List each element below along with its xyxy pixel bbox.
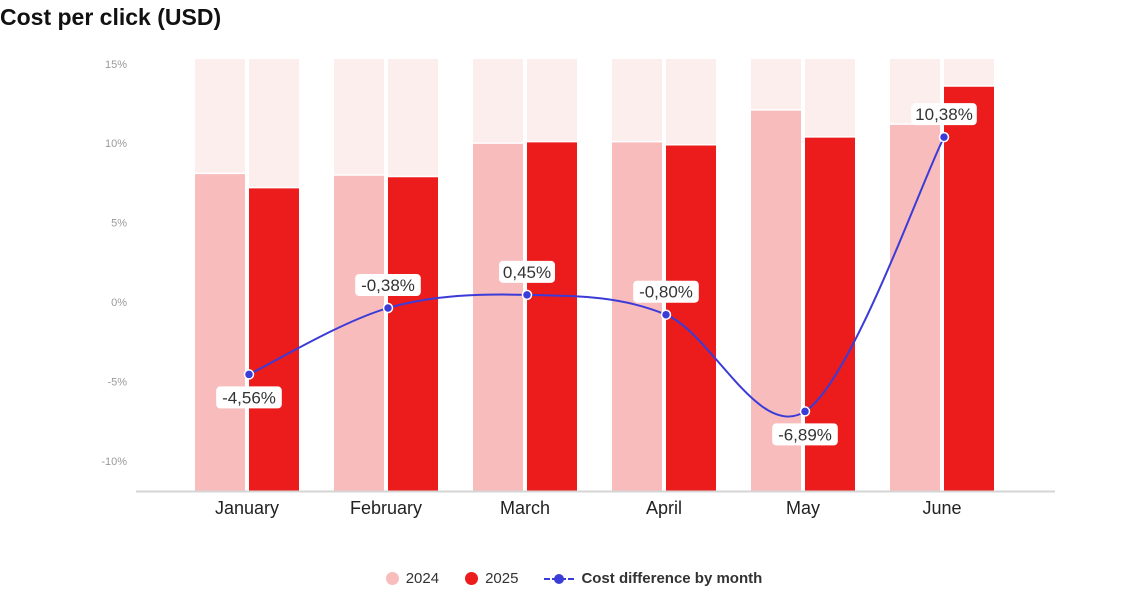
line-marker-icon — [544, 573, 575, 585]
chart-plot-area: 15% 10% 5% 0% -5% -10% January February March Apr… — [101, 59, 1055, 518]
data-label-text: -4,56% — [222, 388, 276, 407]
bar-2025 — [666, 144, 716, 491]
legend-label-2024: 2024 — [405, 570, 440, 587]
chart-title: Cost per click (USD) — [0, 4, 222, 30]
cost-difference-point — [938, 131, 950, 143]
y-tick-label: -10% — [101, 456, 127, 468]
x-tick-label: January — [215, 498, 279, 518]
cost-difference-point — [799, 406, 811, 417]
y-tick-label: 15% — [105, 59, 127, 71]
legend-item-cost-difference[interactable]: Cost difference by month — [544, 570, 762, 587]
cost-difference-line — [248, 136, 945, 418]
data-label: 10,38% — [911, 103, 977, 126]
bar-2025 — [388, 176, 438, 491]
legend-item-2025[interactable]: 2025 — [465, 570, 518, 587]
data-label-text: -6,89% — [778, 425, 832, 444]
legend-swatch-2025 — [465, 572, 479, 585]
bar-2024 — [612, 141, 662, 491]
y-tick-label: 5% — [111, 218, 127, 230]
data-label-box — [216, 386, 282, 409]
data-label-box — [633, 280, 699, 303]
x-tick-label: March — [500, 498, 550, 518]
x-tick-label: May — [786, 498, 820, 518]
cost-difference-point — [660, 309, 672, 320]
data-label-text: 10,38% — [915, 105, 973, 124]
y-tick-label: 10% — [105, 138, 127, 150]
cost-difference-point — [521, 289, 533, 301]
data-label-box — [499, 260, 555, 283]
data-label-box — [355, 274, 421, 297]
legend-swatch-2024 — [385, 572, 399, 585]
legend-label-2025: 2025 — [485, 570, 519, 587]
x-tick-label: February — [350, 498, 422, 518]
cost-difference-point — [243, 369, 255, 380]
bar-2025 — [249, 187, 299, 491]
data-label: 0,45% — [499, 260, 555, 283]
data-label-box — [911, 103, 977, 126]
legend: 2024 2025 Cost difference by month — [0, 570, 1148, 587]
bar-2024 — [195, 173, 245, 491]
cost-difference-point — [382, 302, 394, 314]
bar-2024 — [334, 174, 384, 492]
x-tick-label: June — [922, 498, 961, 518]
data-label: -6,89% — [772, 423, 838, 446]
y-tick-label: -5% — [107, 376, 127, 388]
data-label-text: 0,45% — [503, 263, 551, 282]
bar-2024 — [890, 124, 940, 491]
data-label-text: -0,80% — [639, 283, 693, 302]
data-label: -0,38% — [355, 274, 421, 297]
bar-2024 — [473, 143, 523, 492]
legend-label-cost-difference: Cost difference by month — [581, 570, 763, 587]
y-tick-label: 0% — [111, 297, 127, 309]
data-label-box — [772, 423, 838, 446]
bar-2025 — [944, 86, 994, 491]
legend-item-2024[interactable]: 2024 — [385, 570, 440, 587]
x-tick-label: April — [646, 498, 682, 518]
data-label: -0,80% — [633, 280, 699, 303]
bar-2025 — [527, 141, 577, 491]
data-label: -4,56% — [216, 386, 282, 409]
data-label-text: -0,38% — [361, 276, 415, 295]
